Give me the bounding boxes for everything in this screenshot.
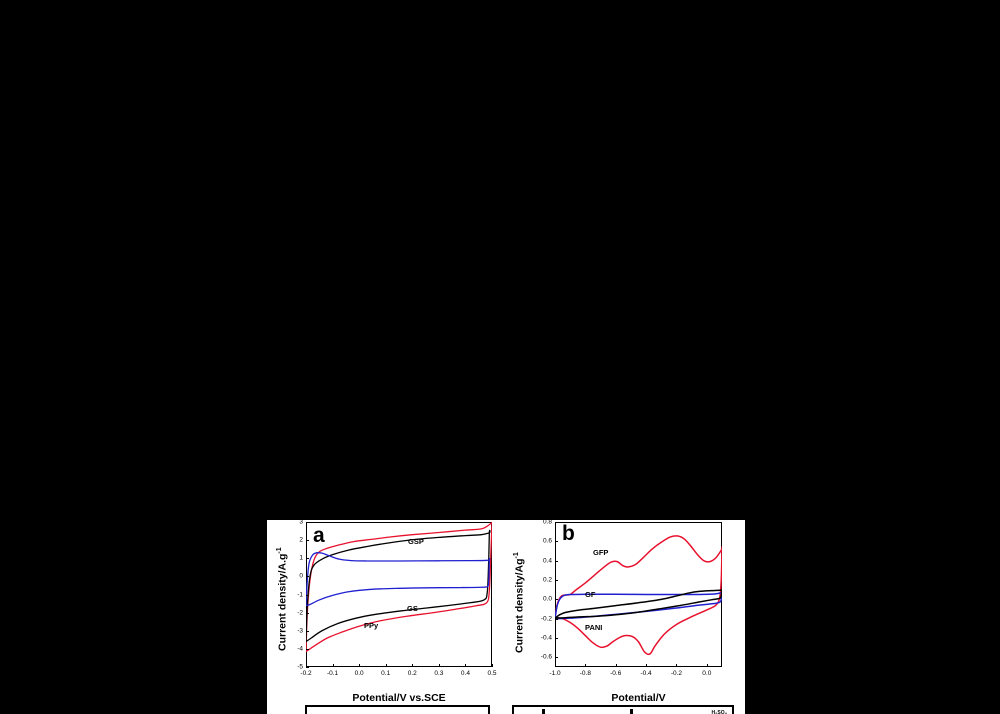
y-tick-mark	[555, 522, 559, 523]
series-curve-ppy	[306, 529, 491, 643]
y-tick-mark	[306, 612, 310, 614]
y-tick-label: 0.0	[542, 595, 552, 603]
x-tick-mark	[555, 663, 556, 667]
panel-a-letter: a	[313, 524, 325, 547]
panel-c-partial-marker	[481, 710, 482, 714]
x-tick-label: -0.4	[640, 670, 652, 677]
panel-a: a Current density/A.g-1 Potential/V vs.S…	[267, 518, 513, 714]
x-tick-label: -0.1	[326, 670, 339, 677]
y-tick-label: 2	[299, 536, 303, 544]
y-tick-mark	[306, 576, 310, 578]
panel-b-series-label-gfp: GFP	[593, 548, 609, 557]
figure-sheet: a Current density/A.g-1 Potential/V vs.S…	[267, 518, 745, 714]
y-tick-mark	[555, 560, 559, 562]
panel-b-ylabel-text: Current density/Ag	[513, 558, 526, 653]
x-tick-mark	[492, 663, 493, 667]
panel-a-xlabel: Potential/V vs.SCE	[352, 692, 446, 704]
y-tick-label: 0.6	[542, 537, 552, 545]
x-tick-label: 0.5	[487, 670, 497, 677]
y-tick-label: -3	[297, 627, 303, 635]
series-curve-pani	[555, 589, 722, 619]
x-tick-mark	[615, 663, 617, 667]
y-tick-mark	[306, 540, 310, 542]
y-tick-label: 1	[299, 554, 303, 562]
series-curve-gsp	[306, 522, 492, 653]
y-tick-mark	[555, 618, 559, 620]
x-tick-label: -1.0	[549, 670, 561, 677]
panel-b-ylabel: Current density/Ag-1	[513, 552, 526, 653]
x-tick-label: -0.8	[579, 670, 591, 677]
x-tick-label: -0.2	[300, 670, 312, 677]
x-tick-mark	[385, 663, 387, 667]
x-tick-label: 0.3	[434, 670, 444, 677]
panel-d-partial-tick-1	[542, 709, 545, 714]
x-tick-mark	[412, 663, 414, 667]
y-tick-mark	[306, 558, 310, 560]
y-tick-mark	[555, 580, 559, 581]
y-tick-label: -5	[297, 663, 303, 671]
panel-a-curves	[306, 522, 492, 653]
y-tick-label: -4	[297, 645, 303, 653]
x-tick-mark	[438, 663, 440, 667]
panel-a-series-label-gsp: GSP	[408, 537, 424, 546]
x-tick-mark	[646, 663, 648, 667]
y-tick-mark	[555, 541, 559, 543]
x-tick-label: 0.0	[354, 670, 364, 677]
x-tick-mark	[332, 663, 334, 667]
x-tick-mark	[359, 663, 361, 667]
panel-b-xlabel: Potential/V	[611, 692, 666, 704]
y-tick-mark	[555, 657, 559, 659]
panel-a-ylabel: Current density/A.g-1	[276, 547, 289, 651]
y-tick-label: -0.6	[540, 653, 552, 661]
partial-panels-strip: H₂SO₄	[267, 703, 745, 714]
series-curve-gfp	[555, 535, 722, 656]
panel-d-partial-frame: H₂SO₄	[512, 705, 734, 714]
x-tick-mark	[706, 663, 708, 667]
y-tick-label: 0	[299, 572, 303, 580]
panel-a-ylabel-text: Current density/A.g	[276, 553, 289, 651]
x-tick-label: 0.4	[460, 670, 470, 677]
y-tick-label: -1	[297, 591, 303, 598]
panel-b-letter: b	[562, 522, 575, 545]
panel-b-curves	[555, 535, 722, 656]
panel-b-series-label-pani: PANI	[585, 623, 603, 632]
y-tick-mark	[306, 594, 310, 596]
panel-d-partial-tick-2	[630, 709, 633, 714]
y-tick-label: 3	[299, 518, 303, 526]
x-tick-label: 0.1	[381, 670, 391, 677]
panel-b: b Current density/Ag-1 Potential/V -1.0 -…	[503, 518, 745, 714]
x-tick-mark	[306, 663, 307, 667]
x-tick-mark	[465, 663, 467, 667]
panel-a-series-label-gs: GS	[407, 604, 418, 613]
x-tick-label: -0.6	[610, 670, 622, 677]
x-tick-label: 0.2	[407, 670, 417, 677]
y-tick-mark	[306, 522, 310, 523]
x-tick-mark	[585, 663, 587, 667]
y-tick-label: 0.8	[542, 518, 552, 526]
x-tick-label: -0.2	[670, 670, 683, 677]
panel-b-series-label-gf: GF	[585, 590, 596, 599]
y-tick-label: 0.4	[542, 557, 552, 565]
y-tick-mark	[555, 599, 559, 601]
panel-a-series-label-ppy: PPy	[364, 621, 379, 630]
y-tick-mark	[306, 630, 310, 632]
panel-b-ylabel-sup: -1	[513, 552, 520, 559]
x-tick-label: 0.0	[702, 670, 712, 677]
y-tick-mark	[306, 667, 310, 668]
y-tick-mark	[555, 638, 559, 639]
series-curve-gs	[306, 551, 491, 607]
y-tick-label: 0.2	[542, 576, 552, 584]
y-tick-mark	[306, 648, 310, 650]
panel-a-ylabel-sup: -1	[276, 547, 283, 554]
y-tick-label: -0.2	[540, 615, 552, 623]
panel-c-partial-frame	[305, 705, 490, 714]
x-tick-mark	[676, 663, 678, 667]
panel-d-electrolyte-label: H₂SO₄	[711, 710, 727, 714]
y-tick-label: -0.4	[540, 634, 552, 642]
y-tick-label: -2	[297, 609, 303, 617]
